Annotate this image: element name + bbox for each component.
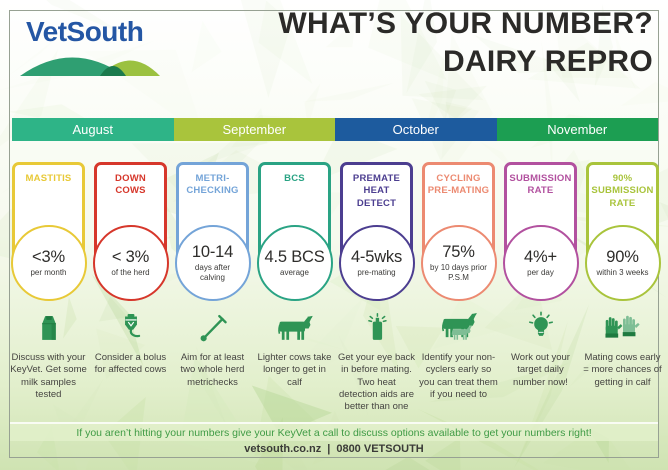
target-value-subtext: of the herd — [111, 268, 150, 278]
website-text: vetsouth.co.nz — [244, 443, 322, 455]
target-value-circle: <3% per month — [10, 225, 87, 301]
target-description: Lighter cows take longer to get in calf — [257, 352, 332, 388]
target-value-circle: 90% within 3 weeks — [584, 225, 661, 301]
month-september: September — [173, 118, 335, 141]
cow-icon — [258, 307, 331, 349]
target-description: Aim for at least two whole herd metriche… — [180, 352, 245, 388]
title-line-1: WHAT’S YOUR NUMBER? — [278, 7, 653, 40]
target-value-circle: 4-5wks pre-mating — [338, 225, 415, 301]
target-title: MASTITIS — [25, 173, 72, 184]
title-line-2: DAIRY REPRO — [442, 45, 653, 78]
cow-and-calf-icon — [422, 307, 495, 349]
footer-message: If you aren’t hitting your numbers give … — [76, 426, 592, 439]
hills-icon — [20, 57, 160, 76]
vetsouth-logo: VetSouth — [20, 16, 160, 76]
month-october: October — [335, 118, 497, 141]
metricheck-device-icon — [176, 307, 249, 349]
target-value: <3% — [32, 248, 65, 267]
month-november: November — [496, 118, 658, 141]
logo-text: VetSouth — [26, 16, 144, 47]
gloves-icon — [586, 307, 659, 349]
month-august: August — [12, 118, 174, 141]
phone-text: 0800 VETSOUTH — [336, 443, 424, 455]
target-column: SUBMISSION RATE 4%+ per day Work out you… — [502, 162, 579, 412]
target-value: 4%+ — [524, 248, 557, 267]
target-value: < 3% — [111, 248, 150, 267]
poster-title: WHAT’S YOUR NUMBER? DAIRY REPRO — [278, 5, 653, 81]
target-value: 75% — [442, 243, 475, 262]
target-description: Consider a bolus for affected cows — [94, 352, 167, 376]
month-bar: August September October November — [12, 118, 658, 141]
target-value-subtext: by 10 days prior P.S.M — [430, 263, 487, 282]
target-description: Discuss with your KeyVet. Get some milk … — [10, 352, 87, 401]
target-value-circle: 4.5 BCS average — [256, 225, 333, 301]
target-value-circle: 4%+ per day — [502, 225, 579, 301]
tail-paint-spray-icon — [340, 307, 413, 349]
target-value-subtext: per month — [30, 268, 67, 278]
target-value: 10-14 — [191, 243, 234, 262]
target-column: 90% SUBMISSION RATE 90% within 3 weeks — [583, 162, 662, 412]
target-description: Get your eye back in before mating. Two … — [337, 352, 416, 413]
target-column: METRI-CHECKING 10-14 days after calving … — [174, 162, 251, 412]
target-value-subtext: average — [280, 268, 309, 278]
target-title: METRI-CHECKING — [186, 173, 239, 197]
target-column: DOWN COWS < 3% of the herd Consider a bo… — [92, 162, 169, 412]
target-column: MASTITIS <3% per month Discuss with your… — [10, 162, 87, 412]
target-column: CYCLING PRE-MATING 75% by 10 days prior … — [419, 162, 498, 412]
target-title: DOWN COWS — [115, 173, 146, 197]
target-value-subtext: pre-mating — [357, 268, 396, 278]
target-columns: MASTITIS <3% per month Discuss with your… — [10, 162, 662, 413]
contact-line: vetsouth.co.nz | 0800 VETSOUTH — [0, 443, 668, 455]
bolus-icon — [94, 307, 167, 349]
target-description: Work out your target daily number now! — [511, 352, 570, 388]
target-value-circle: < 3% of the herd — [92, 225, 169, 301]
target-value: 4.5 BCS — [264, 248, 325, 267]
footer-message-band: If you aren’t hitting your numbers give … — [10, 422, 658, 441]
target-column: BCS 4.5 BCS average Lighter cows take lo… — [256, 162, 333, 412]
target-title: BCS — [284, 173, 305, 184]
target-title: SUBMISSION RATE — [509, 173, 572, 197]
target-value-subtext: per day — [527, 268, 554, 278]
milk-carton-icon — [12, 307, 85, 349]
contact-separator: | — [327, 443, 331, 455]
target-column: PREMATE HEAT DETECT 4-5wks pre-mating Ge… — [337, 162, 416, 413]
target-value-circle: 10-14 days after calving — [174, 225, 251, 301]
target-value: 90% — [606, 248, 639, 267]
target-value-subtext: within 3 weeks — [596, 268, 649, 278]
target-title: PREMATE HEAT DETECT — [352, 173, 401, 209]
target-value-subtext: days after calving — [194, 263, 231, 282]
target-value-circle: 75% by 10 days prior P.S.M — [420, 225, 497, 301]
lightbulb-icon — [504, 307, 577, 349]
target-value: 4-5wks — [350, 248, 403, 267]
target-description: Mating cows early = more chances of gett… — [583, 352, 662, 388]
target-description: Identify your non-cyclers early so you c… — [419, 352, 498, 401]
target-title: 90% SUBMISSION RATE — [591, 173, 654, 209]
target-title: CYCLING PRE-MATING — [427, 173, 490, 197]
